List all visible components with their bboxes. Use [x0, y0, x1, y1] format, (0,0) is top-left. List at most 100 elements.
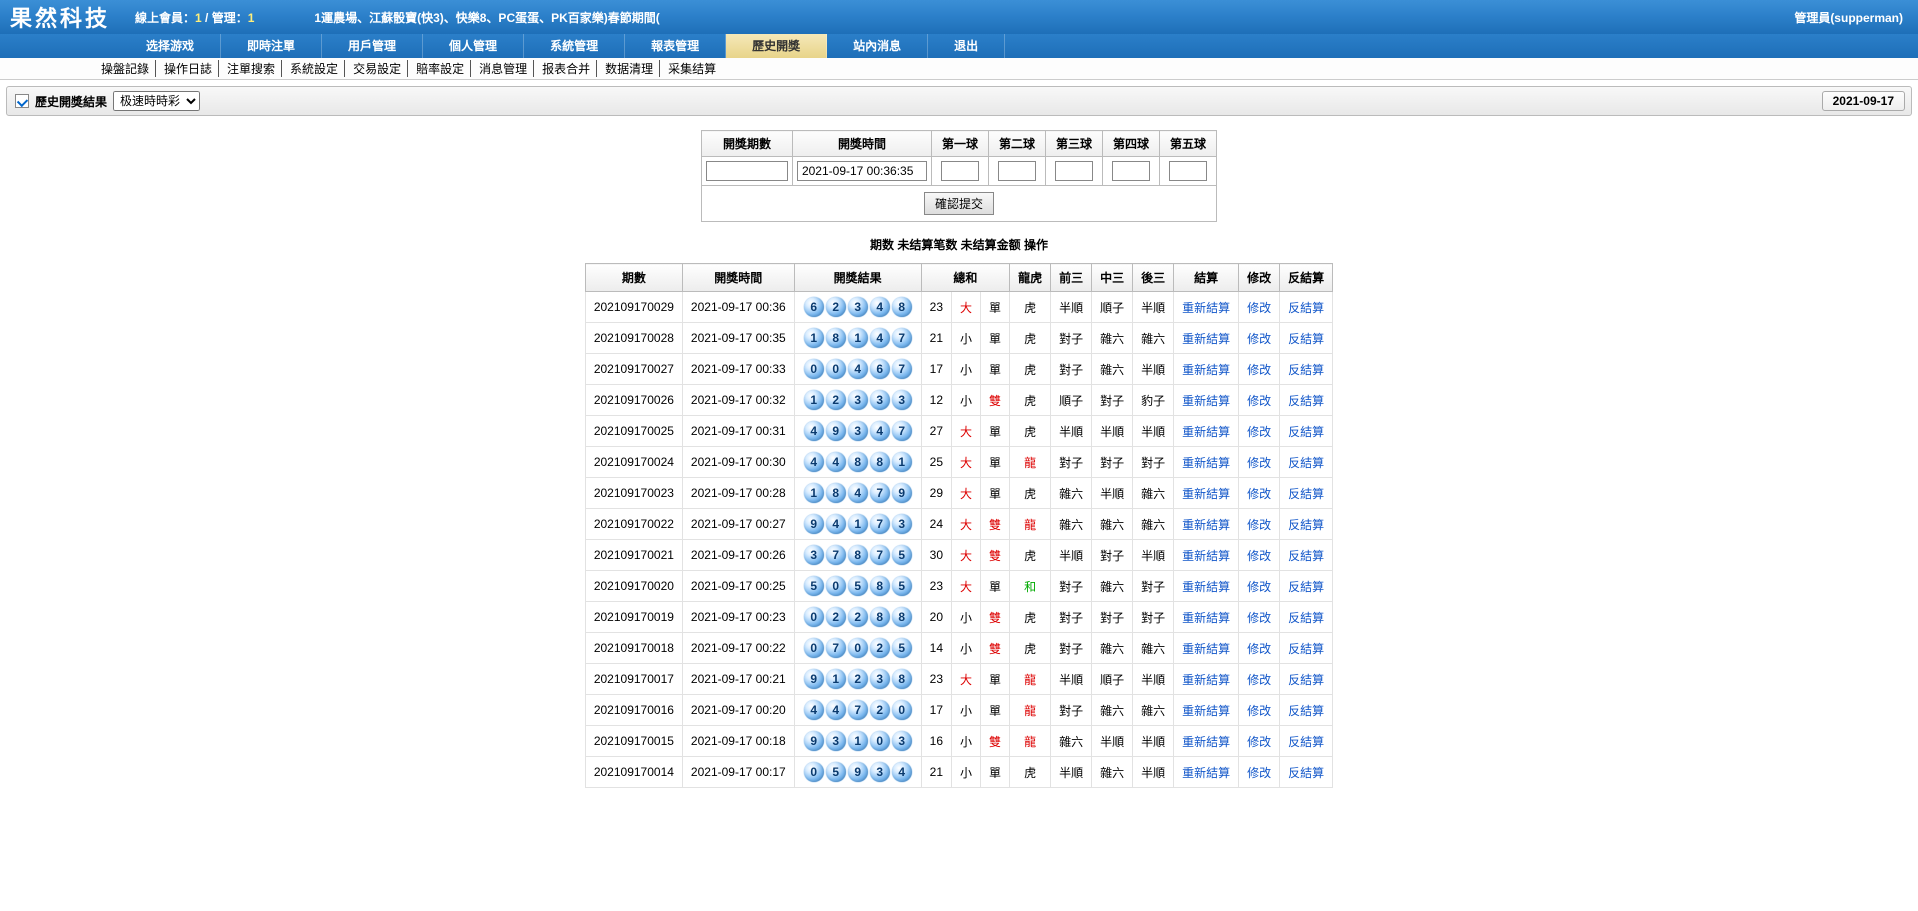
- sub-nav-item-2[interactable]: 注單搜索: [221, 60, 282, 77]
- nav-item-7[interactable]: 站內消息: [827, 34, 928, 58]
- settle-link[interactable]: 重新結算: [1174, 602, 1239, 633]
- reverse-link[interactable]: 反結算: [1280, 757, 1333, 788]
- reverse-link[interactable]: 反結算: [1280, 633, 1333, 664]
- reverse-link[interactable]: 反結算: [1280, 447, 1333, 478]
- settle-link[interactable]: 重新結算: [1174, 664, 1239, 695]
- reverse-link[interactable]: 反結算: [1280, 323, 1333, 354]
- nav-item-3[interactable]: 個人管理: [423, 34, 524, 58]
- submit-button[interactable]: 確認提交: [924, 192, 994, 215]
- table-row: 2021091700222021-09-17 00:279417324大雙龍雜六…: [585, 509, 1332, 540]
- period-cell: 202109170021: [585, 540, 682, 571]
- modify-link[interactable]: 修改: [1239, 416, 1280, 447]
- front3-cell: 半順: [1051, 416, 1092, 447]
- ball-2-input[interactable]: [998, 161, 1036, 181]
- reverse-link[interactable]: 反結算: [1280, 385, 1333, 416]
- settle-link[interactable]: 重新結算: [1174, 695, 1239, 726]
- sub-nav-item-3[interactable]: 系統設定: [284, 60, 345, 77]
- balls-cell: 00467: [794, 354, 921, 385]
- modify-link[interactable]: 修改: [1239, 664, 1280, 695]
- reverse-link[interactable]: 反結算: [1280, 292, 1333, 323]
- sub-nav-item-0[interactable]: 操盤記錄: [95, 60, 156, 77]
- modify-link[interactable]: 修改: [1239, 385, 1280, 416]
- settle-link[interactable]: 重新結算: [1174, 509, 1239, 540]
- modify-link[interactable]: 修改: [1239, 540, 1280, 571]
- settle-link[interactable]: 重新結算: [1174, 354, 1239, 385]
- big-small-cell: 小: [952, 726, 981, 757]
- modify-link[interactable]: 修改: [1239, 571, 1280, 602]
- ball: 8: [892, 607, 912, 627]
- online-member-count: 1: [195, 11, 202, 25]
- reverse-link[interactable]: 反結算: [1280, 416, 1333, 447]
- settle-link[interactable]: 重新結算: [1174, 478, 1239, 509]
- time-cell: 2021-09-17 00:20: [682, 695, 794, 726]
- modify-link[interactable]: 修改: [1239, 292, 1280, 323]
- ball-4-input[interactable]: [1112, 161, 1150, 181]
- settle-link[interactable]: 重新結算: [1174, 726, 1239, 757]
- modify-link[interactable]: 修改: [1239, 478, 1280, 509]
- modify-link[interactable]: 修改: [1239, 447, 1280, 478]
- dragon-tiger-cell: 虎: [1010, 478, 1051, 509]
- sub-nav-item-4[interactable]: 交易設定: [347, 60, 408, 77]
- modify-link[interactable]: 修改: [1239, 633, 1280, 664]
- modify-link[interactable]: 修改: [1239, 726, 1280, 757]
- settle-link[interactable]: 重新結算: [1174, 571, 1239, 602]
- nav-item-5[interactable]: 報表管理: [625, 34, 726, 58]
- settle-link[interactable]: 重新結算: [1174, 633, 1239, 664]
- sub-nav-item-7[interactable]: 报表合并: [536, 60, 597, 77]
- modify-link[interactable]: 修改: [1239, 602, 1280, 633]
- modify-link[interactable]: 修改: [1239, 509, 1280, 540]
- sub-nav-item-1[interactable]: 操作日誌: [158, 60, 219, 77]
- settle-link[interactable]: 重新結算: [1174, 416, 1239, 447]
- game-select[interactable]: 极速時時彩: [113, 91, 200, 111]
- checkbox-icon[interactable]: [15, 94, 29, 108]
- sub-nav-item-6[interactable]: 消息管理: [473, 60, 534, 77]
- nav-item-2[interactable]: 用戶管理: [322, 34, 423, 58]
- period-input[interactable]: [706, 161, 788, 181]
- time-input[interactable]: [797, 161, 927, 181]
- odd-even-cell: 單: [981, 354, 1010, 385]
- reverse-link[interactable]: 反結算: [1280, 602, 1333, 633]
- online-label: 線上會員：: [135, 11, 195, 25]
- settle-link[interactable]: 重新結算: [1174, 323, 1239, 354]
- nav-item-1[interactable]: 即時注單: [221, 34, 322, 58]
- ball: 5: [848, 576, 868, 596]
- odd-even-cell: 單: [981, 478, 1010, 509]
- sub-nav-item-9[interactable]: 采集结算: [662, 60, 722, 77]
- sub-nav-item-5[interactable]: 賠率設定: [410, 60, 471, 77]
- nav-item-0[interactable]: 选择游戏: [120, 34, 221, 58]
- time-cell: 2021-09-17 00:36: [682, 292, 794, 323]
- current-date-tag[interactable]: 2021-09-17: [1822, 91, 1905, 111]
- nav-item-8[interactable]: 退出: [928, 34, 1005, 58]
- settle-link[interactable]: 重新結算: [1174, 292, 1239, 323]
- history-label: 歷史開獎結果: [35, 93, 107, 110]
- reverse-link[interactable]: 反結算: [1280, 509, 1333, 540]
- data-header-6: 前三: [1051, 264, 1092, 292]
- settle-link[interactable]: 重新結算: [1174, 385, 1239, 416]
- settle-link[interactable]: 重新結算: [1174, 540, 1239, 571]
- reverse-link[interactable]: 反結算: [1280, 540, 1333, 571]
- time-cell: 2021-09-17 00:25: [682, 571, 794, 602]
- reverse-link[interactable]: 反結算: [1280, 695, 1333, 726]
- ball-5-input[interactable]: [1169, 161, 1207, 181]
- reverse-link[interactable]: 反結算: [1280, 478, 1333, 509]
- sum-cell: 27: [921, 416, 951, 447]
- settle-link[interactable]: 重新結算: [1174, 757, 1239, 788]
- modify-link[interactable]: 修改: [1239, 354, 1280, 385]
- reverse-link[interactable]: 反結算: [1280, 571, 1333, 602]
- sum-cell: 23: [921, 292, 951, 323]
- ball: 3: [804, 545, 824, 565]
- modify-link[interactable]: 修改: [1239, 323, 1280, 354]
- nav-item-6[interactable]: 歷史開獎: [726, 34, 827, 58]
- settle-link[interactable]: 重新結算: [1174, 447, 1239, 478]
- ball-1-input[interactable]: [941, 161, 979, 181]
- sub-nav-item-8[interactable]: 数据清理: [599, 60, 660, 77]
- modify-link[interactable]: 修改: [1239, 695, 1280, 726]
- nav-item-4[interactable]: 系統管理: [524, 34, 625, 58]
- ball-3-input[interactable]: [1055, 161, 1093, 181]
- reverse-link[interactable]: 反結算: [1280, 354, 1333, 385]
- reverse-link[interactable]: 反結算: [1280, 726, 1333, 757]
- odd-even-cell: 單: [981, 757, 1010, 788]
- ball: 0: [826, 576, 846, 596]
- modify-link[interactable]: 修改: [1239, 757, 1280, 788]
- reverse-link[interactable]: 反結算: [1280, 664, 1333, 695]
